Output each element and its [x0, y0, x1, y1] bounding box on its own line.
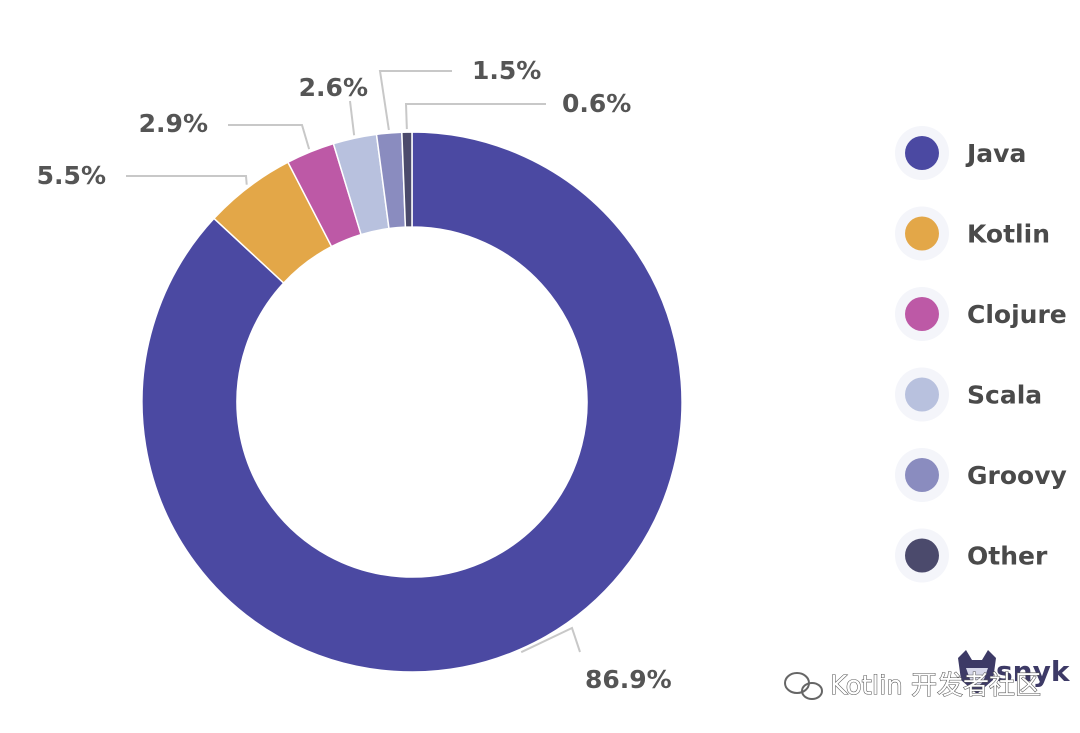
value-label-scala: 2.6% — [299, 73, 368, 102]
value-label-kotlin: 5.5% — [37, 161, 106, 190]
legend-label: Clojure — [967, 300, 1067, 329]
value-label-java: 86.9% — [585, 665, 672, 694]
legend-marker — [905, 216, 939, 251]
legend-item-scala: Scala — [895, 367, 1042, 422]
leader-line-groovy — [378, 70, 452, 131]
legend-marker — [905, 377, 939, 412]
value-label-clojure: 2.9% — [139, 109, 208, 138]
legend-item-other: Other — [895, 528, 1048, 583]
value-label-other: 0.6% — [562, 89, 631, 118]
legend-label: Kotlin — [967, 220, 1050, 249]
legend-label: Java — [965, 139, 1026, 168]
legend-marker — [905, 458, 939, 492]
legend-item-java: Java — [895, 126, 1026, 180]
legend-item-clojure: Clojure — [895, 287, 1067, 341]
value-labels: 86.9% 5.5% 2.9% 2.6% 1.5% 0.6% — [37, 56, 672, 694]
snyk-logo: snyk — [958, 650, 1071, 694]
watermark: Kotlin 开发者社区 — [784, 670, 1042, 702]
slice-java — [141, 131, 683, 673]
leader-line-other — [404, 103, 546, 130]
leader-line-clojure — [228, 124, 311, 150]
legend-label: Groovy — [967, 461, 1067, 490]
legend-item-groovy: Groovy — [895, 448, 1067, 502]
legend-label: Other — [967, 542, 1048, 571]
legend-label: Scala — [967, 381, 1042, 410]
leader-line-scala — [349, 100, 356, 136]
legend: Java Kotlin Clojure Scala Groovy Other — [895, 126, 1067, 583]
value-label-groovy: 1.5% — [472, 56, 541, 85]
leader-line-kotlin — [126, 175, 248, 185]
slice-other — [401, 131, 413, 228]
snyk-dog-face-icon — [966, 668, 988, 687]
wechat-icon — [784, 672, 823, 700]
legend-marker — [905, 136, 939, 170]
watermark-text: Kotlin 开发者社区 — [830, 671, 1041, 701]
snyk-logo-text: snyk — [996, 655, 1071, 688]
legend-item-kotlin: Kotlin — [895, 206, 1050, 261]
legend-marker — [905, 538, 939, 573]
donut-slices — [141, 131, 683, 673]
leader-lines — [126, 70, 581, 654]
leader-line-java — [520, 626, 581, 654]
legend-marker — [905, 297, 939, 331]
